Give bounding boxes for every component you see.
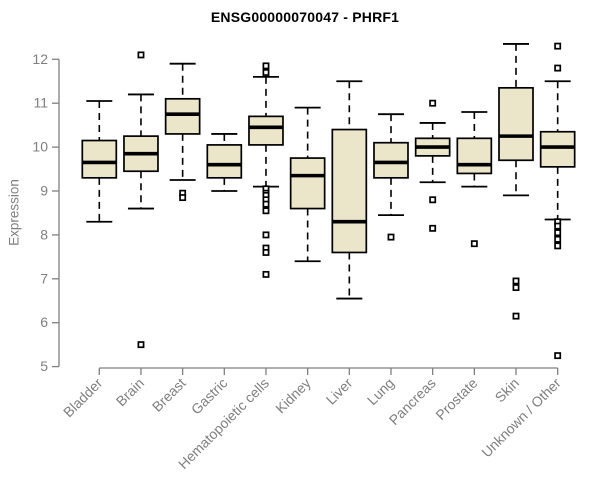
boxplot-hematopoietic-cells — [248, 62, 284, 278]
outlier-point — [554, 222, 562, 230]
boxplot-breast — [164, 62, 201, 202]
outlier-point — [262, 270, 270, 278]
outlier-point — [512, 284, 520, 292]
x-tick-label: Lung — [364, 375, 397, 408]
y-tick-label: 10 — [32, 139, 48, 155]
outlier-point — [262, 207, 270, 215]
x-tick-label: Unknown / Other — [478, 375, 564, 461]
boxplot-pancreas — [414, 99, 451, 232]
x-tick-label: Kidney — [272, 375, 314, 417]
iqr-box — [81, 139, 118, 179]
outlier-point — [262, 231, 270, 239]
boxplot-liver — [331, 80, 368, 300]
outlier-point — [554, 64, 562, 72]
outlier-point — [554, 42, 562, 50]
y-tick-label: 11 — [33, 95, 48, 111]
y-tick-label: 6 — [40, 314, 48, 330]
chart-title: ENSG00000070047 - PHRF1 — [210, 9, 400, 25]
y-tick-label: 12 — [32, 51, 48, 67]
x-tick-label: Skin — [492, 375, 523, 406]
boxplot-skin — [498, 43, 534, 320]
outlier-point — [554, 352, 562, 360]
y-tick-label: 7 — [40, 270, 48, 286]
iqr-box — [539, 130, 576, 168]
outlier-point — [137, 51, 145, 59]
x-tick-label: Liver — [323, 375, 356, 408]
outlier-point — [554, 242, 562, 250]
x-tick-label: Breast — [149, 375, 189, 415]
boxplot-bladder — [81, 100, 118, 223]
boxplot-kidney — [289, 106, 326, 263]
outlier-point — [387, 233, 395, 241]
outlier-point — [554, 235, 562, 243]
outlier-point — [262, 249, 270, 256]
outlier-point — [262, 200, 270, 208]
iqr-box — [456, 137, 493, 175]
y-tick-label: 5 — [40, 358, 48, 374]
outlier-point — [429, 196, 437, 204]
iqr-box — [498, 86, 534, 162]
boxplot-prostate — [456, 111, 493, 248]
iqr-box — [331, 128, 368, 254]
y-tick-label: 8 — [40, 226, 48, 242]
iqr-box — [206, 144, 243, 179]
iqr-box — [373, 141, 409, 179]
iqr-box — [248, 115, 284, 146]
boxplot-lung — [373, 113, 409, 241]
outlier-point — [262, 62, 270, 70]
outlier-point — [137, 341, 145, 349]
outlier-point — [429, 99, 437, 107]
outlier-point — [512, 277, 520, 285]
boxplot-brain — [123, 51, 159, 349]
y-tick-label: 9 — [40, 183, 48, 199]
x-tick-label: Prostate — [432, 375, 480, 423]
iqr-box — [289, 157, 326, 210]
outlier-point — [512, 312, 520, 320]
x-tick-label: Brain — [113, 375, 147, 409]
outlier-point — [554, 229, 562, 237]
outlier-point — [429, 224, 437, 232]
outlier-point — [179, 194, 187, 202]
boxplot-gastric — [206, 133, 243, 192]
iqr-box — [164, 97, 201, 135]
x-tick-label: Bladder — [60, 375, 106, 421]
boxplot-unknown-other — [539, 42, 576, 360]
outlier-point — [262, 69, 270, 76]
outlier-point — [470, 240, 478, 248]
